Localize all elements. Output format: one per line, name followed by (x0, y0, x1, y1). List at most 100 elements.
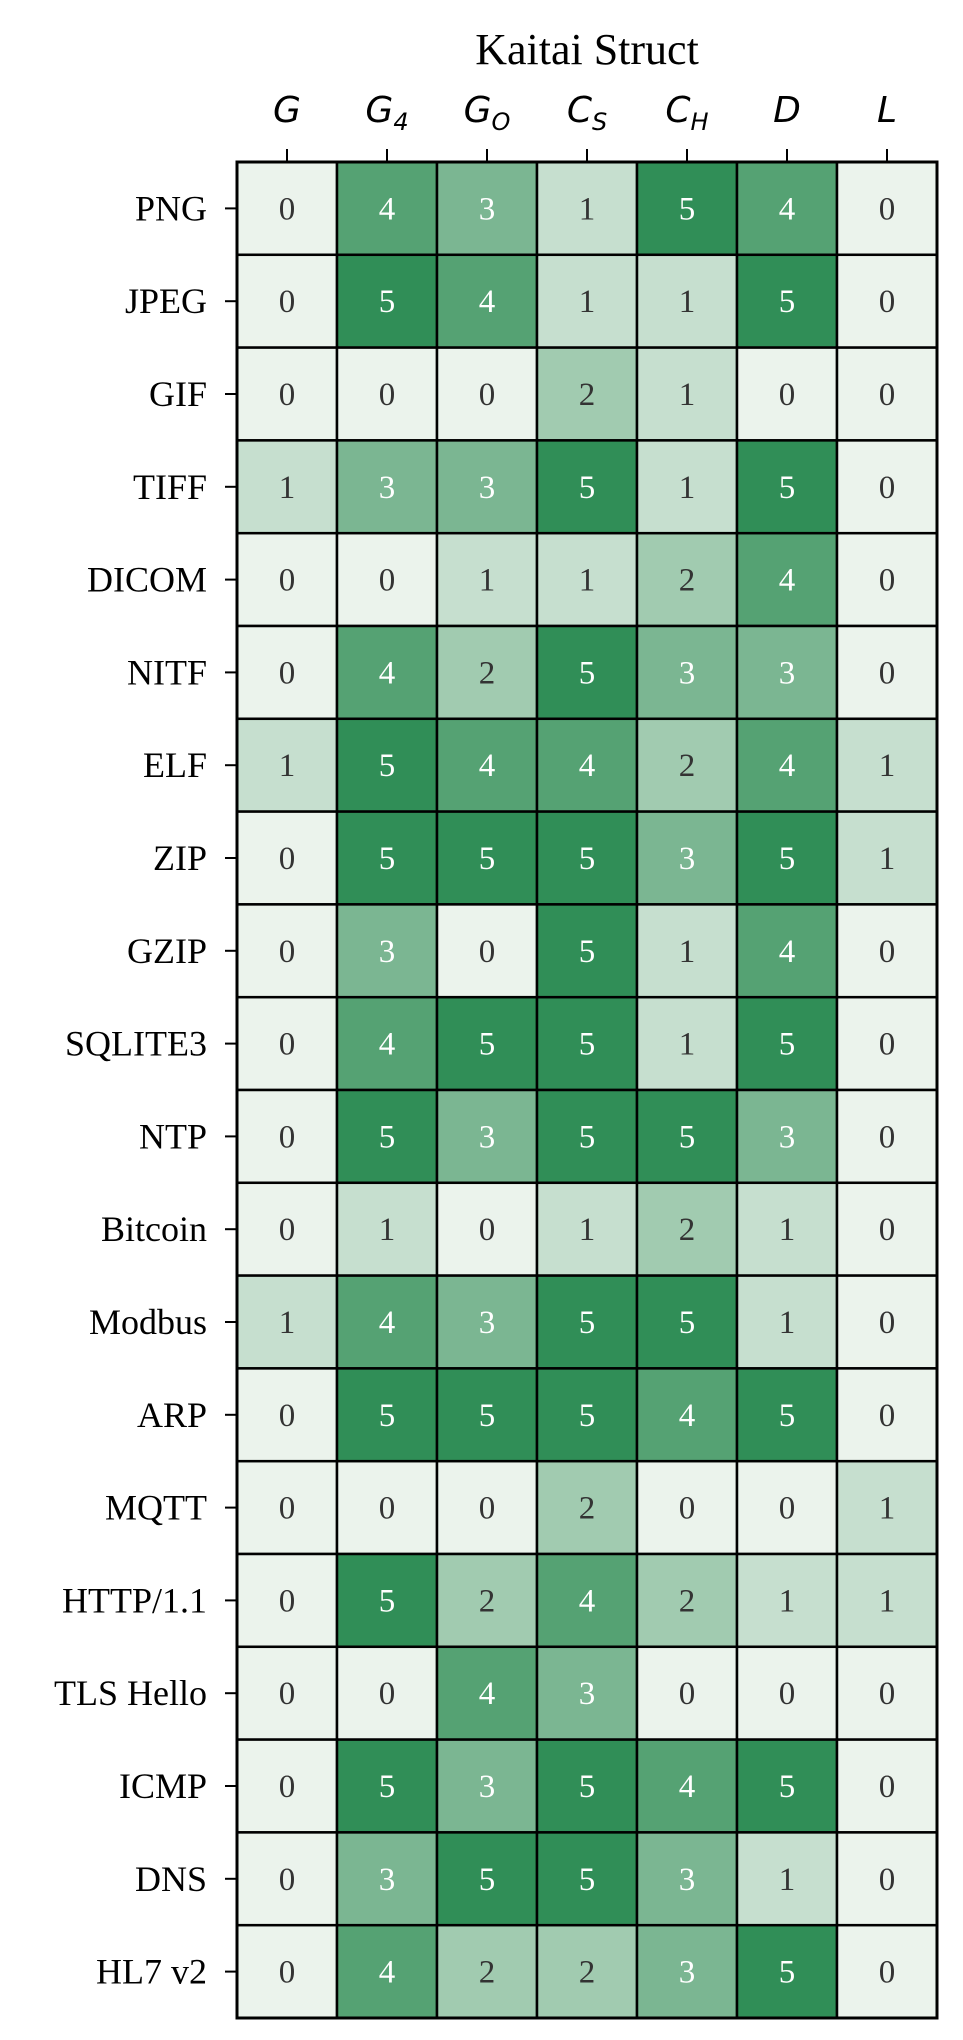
cell-value-label: 3 (679, 1862, 696, 1898)
heatmap-cell (635, 1367, 739, 1463)
heatmap-cell (835, 346, 939, 442)
row-label: GIF (149, 374, 207, 414)
row-label: GZIP (127, 931, 207, 971)
heatmap-cell (435, 1738, 539, 1834)
heatmap-cell (235, 1923, 339, 2020)
cell-value-label: 3 (679, 655, 696, 691)
cell-value-label: 5 (379, 1583, 396, 1619)
cell-value-label: 1 (279, 1305, 296, 1341)
cell-value-label: 0 (679, 1491, 696, 1527)
cell-value-label: 2 (679, 563, 696, 599)
cell-value-label: 5 (779, 1027, 796, 1063)
column-labels: G G4 GO CS CH D L (273, 90, 897, 136)
cell-value-label: 5 (379, 1398, 396, 1434)
heatmap-cell (435, 1274, 539, 1370)
cell-value-label: 0 (279, 1212, 296, 1248)
column-label: G4 (365, 90, 408, 136)
cell-value-label: 1 (779, 1862, 796, 1898)
heatmap-cell (235, 1274, 339, 1370)
cell-value-label: 0 (279, 191, 296, 227)
cell-value-label: 1 (679, 1027, 696, 1063)
heatmap-cell (535, 346, 639, 442)
cell-value-label: 3 (479, 1305, 496, 1341)
cell-value-label: 0 (879, 1027, 896, 1063)
cell-value-label: 0 (879, 934, 896, 970)
cell-value-label: 0 (279, 1398, 296, 1434)
cell-value-label: 0 (379, 377, 396, 413)
heatmap-cell (635, 1831, 739, 1927)
heatmap-cell (635, 1088, 739, 1185)
cell-value-label: 0 (279, 1769, 296, 1805)
cell-value-label: 0 (279, 1676, 296, 1712)
cell-value-label: 0 (479, 377, 496, 413)
cell-value-label: 4 (479, 284, 496, 320)
row-label: SQLITE3 (65, 1024, 207, 1064)
heatmap-cell (735, 346, 839, 442)
cell-value-label: 0 (279, 655, 296, 691)
row-label: TLS Hello (54, 1673, 207, 1713)
heatmap-cell (435, 903, 539, 999)
cell-value-label: 4 (579, 748, 596, 784)
row-label: HTTP/1.1 (62, 1580, 207, 1620)
axis-ticks (225, 149, 888, 1973)
cell-value-label: 0 (879, 191, 896, 227)
row-label: NITF (127, 652, 207, 692)
heatmap-cell (635, 810, 739, 906)
cell-value-label: 1 (879, 1491, 896, 1527)
heatmap-cell (735, 995, 839, 1092)
heatmap-cell (235, 624, 339, 721)
cell-value-label: 5 (579, 1862, 596, 1898)
heatmap-cell (835, 1459, 939, 1556)
cell-value-label: 0 (279, 841, 296, 877)
heatmap-cell (735, 810, 839, 906)
cell-value-label: 5 (579, 470, 596, 506)
heatmap-cell (835, 1274, 939, 1370)
cell-value-label: 5 (779, 1398, 796, 1434)
cell-value-label: 3 (579, 1676, 596, 1712)
cell-value-label: 0 (279, 1119, 296, 1155)
cell-value-label: 0 (879, 1862, 896, 1898)
cell-value-label: 0 (879, 1398, 896, 1434)
heatmap-cell (335, 1738, 439, 1834)
heatmap-cell (535, 717, 639, 813)
cell-value-label: 0 (879, 1769, 896, 1805)
cell-value-label: 3 (479, 1119, 496, 1155)
heatmap-cell (635, 346, 739, 442)
cell-value-label: 5 (579, 1305, 596, 1341)
cell-value-label: 0 (279, 1955, 296, 1991)
row-label: NTP (139, 1116, 207, 1156)
cell-value-label: 3 (379, 934, 396, 970)
cell-value-label: 5 (579, 934, 596, 970)
heatmap-cell (735, 1645, 839, 1741)
heatmap-cell (535, 810, 639, 906)
row-label: MQTT (105, 1488, 207, 1528)
cell-value-label: 0 (879, 284, 896, 320)
cell-value-label: 4 (479, 748, 496, 784)
row-label: TIFF (133, 467, 207, 507)
heatmap-cell (835, 439, 939, 535)
heatmap-cell (435, 1552, 539, 1649)
cell-value-label: 0 (279, 1027, 296, 1063)
heatmap-cell (735, 1181, 839, 1277)
cell-value-label: 2 (479, 1583, 496, 1619)
cell-value-label: 1 (579, 563, 596, 599)
cell-value-label: 5 (579, 1398, 596, 1434)
heatmap-cell (735, 439, 839, 535)
heatmap-cell (435, 531, 539, 628)
cell-value-label: 0 (679, 1676, 696, 1712)
cell-value-label: 5 (679, 1305, 696, 1341)
column-label: CH (665, 90, 708, 136)
cell-value-label: 2 (579, 1955, 596, 1991)
cell-value-label: 1 (679, 934, 696, 970)
cell-value-label: 0 (879, 1119, 896, 1155)
cell-value-label: 4 (779, 191, 796, 227)
heatmap-cell (235, 995, 339, 1092)
heatmap-cell (635, 717, 739, 813)
heatmap-cell (435, 1088, 539, 1185)
cell-value-label: 3 (679, 1955, 696, 1991)
cell-value-label: 0 (479, 1212, 496, 1248)
cell-value-label: 3 (479, 191, 496, 227)
heatmap-cell (735, 1088, 839, 1185)
heatmap-cell (735, 1923, 839, 2020)
heatmap-cell (635, 1738, 739, 1834)
